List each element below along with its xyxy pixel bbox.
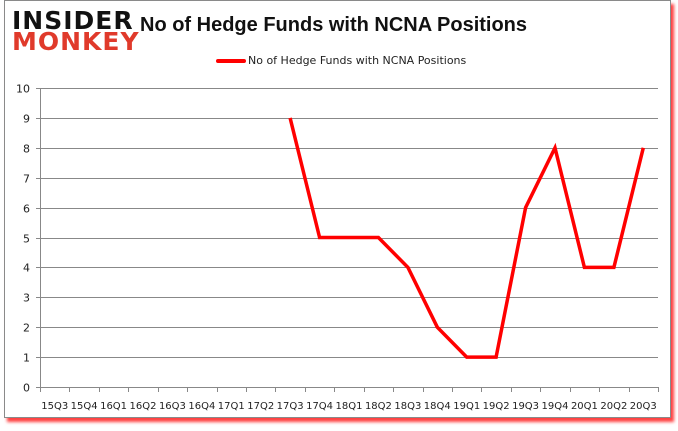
x-tick-label: 17Q1 (218, 401, 245, 412)
chart-legend: No of Hedge Funds with NCNA Positions (216, 54, 466, 67)
y-tick-label: 1 (23, 352, 30, 365)
chart-title: No of Hedge Funds with NCNA Positions (140, 14, 528, 36)
x-tick-label: 20Q2 (600, 401, 627, 412)
x-tick-label: 17Q4 (306, 401, 333, 412)
x-tick-label: 20Q3 (630, 401, 657, 412)
x-tick-label: 19Q4 (542, 401, 569, 412)
x-tick-label: 16Q3 (159, 401, 186, 412)
x-tick-label: 16Q4 (188, 401, 215, 412)
y-tick-label: 2 (23, 322, 30, 335)
y-tick-label: 5 (23, 233, 30, 246)
x-tick-label: 16Q1 (100, 401, 127, 412)
x-tick-label: 17Q2 (247, 401, 274, 412)
x-tick-label: 19Q2 (483, 401, 510, 412)
x-tick-label: 18Q1 (336, 401, 363, 412)
x-tick-label: 20Q1 (571, 401, 598, 412)
x-tick-label: 18Q4 (424, 401, 451, 412)
y-tick-label: 9 (23, 113, 30, 126)
legend-line-swatch-icon (216, 58, 246, 63)
x-tick-label: 18Q2 (365, 401, 392, 412)
x-tick-label: 18Q3 (394, 401, 421, 412)
insider-monkey-logo: INSIDER MONKEY (12, 6, 140, 56)
data-series-line (288, 117, 645, 359)
y-tick-label: 10 (16, 83, 30, 96)
x-tick-label: 19Q3 (512, 401, 539, 412)
y-tick-label: 7 (23, 173, 30, 186)
y-tick-label: 0 (23, 382, 30, 395)
x-tick-label: 15Q3 (41, 401, 68, 412)
x-tick-label: 15Q4 (71, 401, 98, 412)
logo-line-2: MONKEY (12, 27, 140, 56)
legend-label: No of Hedge Funds with NCNA Positions (248, 54, 467, 67)
x-tick-label: 17Q3 (277, 401, 304, 412)
logo-line-1: INSIDER (12, 6, 134, 35)
y-tick-label: 3 (23, 292, 30, 305)
y-tick-label: 6 (23, 203, 30, 216)
y-tick-label: 4 (23, 262, 30, 275)
x-tick-label: 19Q1 (453, 401, 480, 412)
y-tick-label: 8 (23, 143, 30, 156)
x-tick-label: 16Q2 (130, 401, 157, 412)
